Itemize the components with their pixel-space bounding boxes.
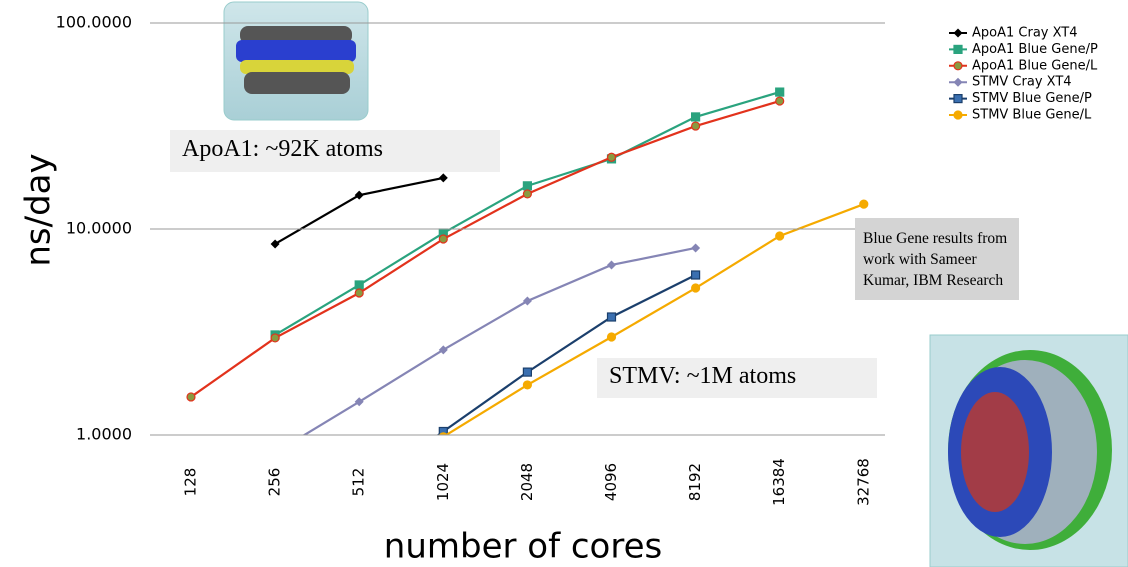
x-axis-label: number of cores <box>384 527 662 567</box>
legend-label: ApoA1 Cray XT4 <box>972 26 1078 41</box>
marker <box>438 345 448 355</box>
legend-marker <box>953 110 963 120</box>
marker <box>607 260 616 270</box>
x-tick-label: 2048 <box>518 463 536 501</box>
marker <box>270 239 280 249</box>
annotation: ApoA1: ~92K atoms <box>170 130 500 172</box>
marker <box>691 243 701 253</box>
marker <box>522 367 533 377</box>
marker <box>438 173 448 183</box>
series-line <box>274 176 444 245</box>
marker <box>354 190 364 200</box>
marker <box>775 231 785 241</box>
legend-marker <box>953 44 963 55</box>
image-stmv <box>929 334 1128 567</box>
marker <box>522 296 532 306</box>
marker <box>690 112 701 122</box>
marker <box>522 189 533 199</box>
legend-label: STMV Blue Gene/L <box>972 108 1092 123</box>
marker <box>606 332 617 342</box>
x-tick-label: 32768 <box>854 458 872 506</box>
marker <box>690 283 701 293</box>
legend-marker <box>953 61 963 71</box>
y-tick-label: 100.0000 <box>56 13 132 32</box>
x-tick-label: 256 <box>266 468 284 497</box>
x-tick-label: 16384 <box>770 458 788 506</box>
legend-marker <box>953 77 963 87</box>
image-apoa1 <box>223 1 369 121</box>
legend-label: ApoA1 Blue Gene/P <box>972 42 1098 57</box>
series-line <box>302 246 696 435</box>
marker <box>522 380 533 390</box>
legend-marker <box>953 28 963 38</box>
x-tick-label: 8192 <box>686 463 704 501</box>
annotation: Blue Gene results from work with Sameer … <box>855 218 1019 300</box>
marker <box>271 448 280 457</box>
x-tick-label: 128 <box>182 468 200 497</box>
y-axis-label: ns/day <box>19 153 59 266</box>
marker <box>775 96 785 106</box>
marker <box>354 397 364 407</box>
marker <box>690 270 701 280</box>
x-tick-label: 512 <box>350 468 368 497</box>
marker <box>270 333 280 343</box>
marker <box>522 181 533 191</box>
marker <box>775 87 785 97</box>
marker <box>859 199 869 209</box>
plot-area <box>186 87 869 457</box>
y-tick-label: 10.0000 <box>66 219 132 238</box>
legend-label: ApoA1 Blue Gene/L <box>972 58 1098 73</box>
marker <box>438 426 448 435</box>
legend-label: STMV Cray XT4 <box>972 75 1072 90</box>
legend-marker <box>953 93 963 104</box>
legend-label: STMV Blue Gene/P <box>972 91 1092 106</box>
marker <box>439 432 448 435</box>
marker <box>606 152 617 162</box>
marker <box>354 288 364 298</box>
marker <box>690 121 701 131</box>
marker <box>438 234 448 244</box>
series-line <box>444 203 865 435</box>
marker <box>186 392 196 402</box>
series-line <box>190 99 781 398</box>
y-tick-label: 1.0000 <box>76 425 132 444</box>
marker <box>606 312 617 322</box>
x-tick-label: 4096 <box>602 463 620 501</box>
x-tick-label: 1024 <box>434 463 452 501</box>
annotation: STMV: ~1M atoms <box>597 358 877 398</box>
marker <box>354 280 364 290</box>
